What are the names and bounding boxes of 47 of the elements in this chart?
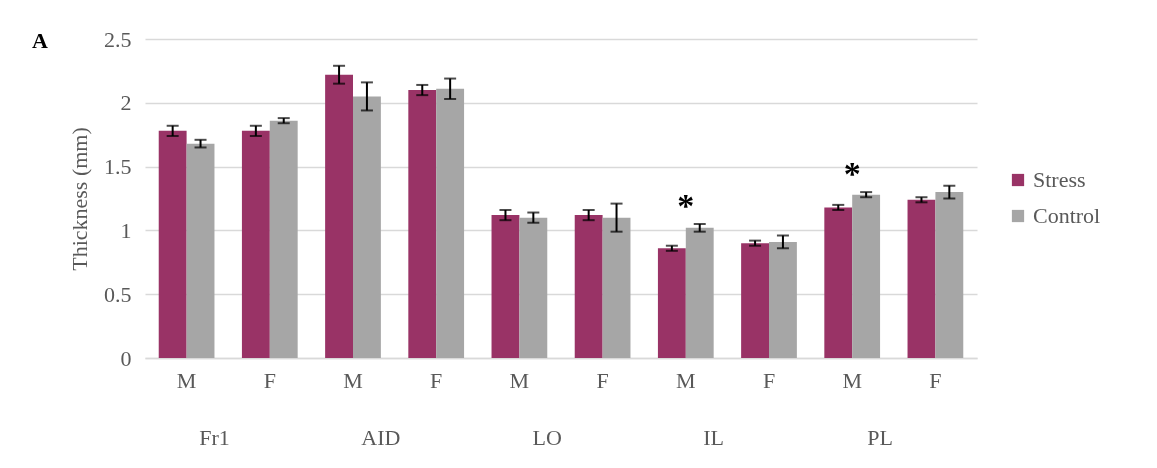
bar (325, 74, 353, 358)
x-tick-label: M (676, 367, 696, 393)
bar (353, 96, 381, 358)
y-tick-label: 0.5 (104, 281, 132, 307)
bar (491, 215, 520, 358)
bar (186, 143, 215, 358)
x-tick-label: M (842, 367, 862, 393)
y-tick-label: 1.5 (104, 154, 132, 180)
bar (269, 120, 298, 358)
bar (907, 199, 936, 358)
bar (602, 217, 631, 358)
bar (436, 88, 465, 358)
bar (408, 90, 437, 358)
x-tick-label: F (263, 367, 276, 393)
annotation: * (677, 187, 695, 225)
text: AID (361, 425, 401, 450)
y-tick-label: 0 (120, 345, 132, 371)
legend-label: Stress (1033, 167, 1086, 192)
annotation: * (843, 155, 861, 193)
x-tick-label: F (430, 367, 443, 393)
x-tick-label: M (343, 367, 363, 393)
y-axis-title: Thickness (mm) (67, 127, 92, 271)
x-tick-label: M (509, 367, 530, 393)
y-tick-label: 2 (120, 90, 132, 116)
bar (158, 130, 187, 358)
bar (852, 194, 881, 358)
text: IL (703, 425, 725, 450)
bar (769, 241, 797, 358)
bar (241, 130, 270, 358)
x-tick-label: F (929, 367, 942, 393)
bar (657, 248, 686, 358)
x-tick-label: F (762, 367, 776, 393)
bar (741, 243, 769, 358)
bar (519, 217, 548, 358)
bar (574, 215, 603, 358)
text: Fr1 (199, 425, 230, 450)
x-tick-label: M (176, 367, 197, 393)
y-tick-label: 2.5 (104, 26, 132, 52)
text: LO (532, 425, 562, 450)
y-tick-label: 1 (120, 217, 132, 243)
x-tick-label: F (596, 367, 609, 393)
text: A (32, 28, 48, 54)
text: PL (867, 425, 893, 450)
bar (935, 192, 964, 358)
legend-label: Control (1033, 203, 1101, 228)
bar (685, 227, 714, 358)
bar (824, 207, 853, 358)
